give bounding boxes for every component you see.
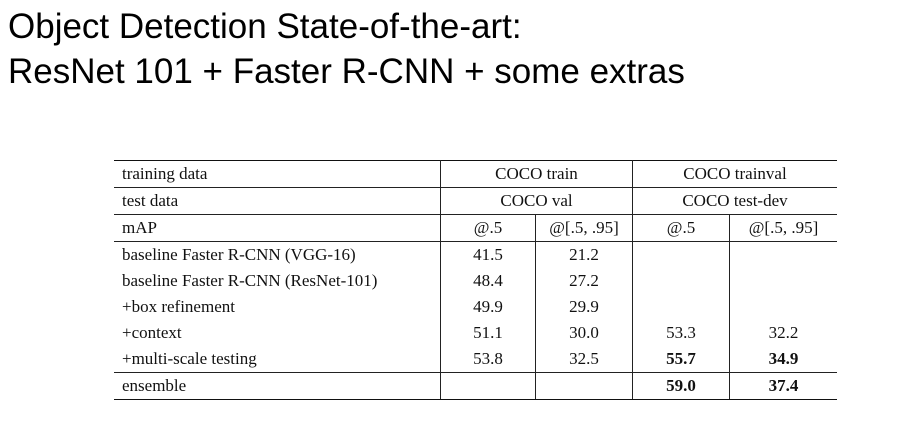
value-cell: 55.7 — [632, 346, 730, 373]
test-data-label: test data — [114, 187, 441, 215]
table-row: +box refinement 49.9 29.9 — [114, 294, 837, 320]
value-cell — [440, 372, 536, 400]
table-row: baseline Faster R-CNN (ResNet-101) 48.4 … — [114, 268, 837, 294]
slide-title: Object Detection State-of-the-art: ResNe… — [8, 4, 685, 94]
value-cell: 34.9 — [768, 349, 799, 368]
value-cell: 27.2 — [535, 268, 633, 294]
metric-row: mAP @.5 @[.5, .95] @.5 @[.5, .95] — [114, 214, 837, 242]
slide-title-line-2: ResNet 101 + Faster R-CNN + some extras — [8, 52, 685, 91]
value-cell — [632, 241, 730, 268]
value-cell — [632, 294, 730, 320]
test-data-coco-val: COCO val — [440, 187, 633, 215]
value-cell: 51.1 — [440, 320, 536, 346]
metric-val-ap: @[.5, .95] — [535, 214, 633, 242]
table-row: +multi-scale testing 53.8 32.5 55.7 34.9 — [114, 346, 837, 373]
value-cell: 30.0 — [535, 320, 633, 346]
training-data-coco-trainval: COCO trainval — [632, 160, 837, 188]
value-cell — [730, 294, 838, 320]
value-cell: 59.0 — [632, 372, 730, 400]
method-name: ensemble — [114, 372, 441, 400]
value-cell: 37.4 — [729, 372, 837, 400]
ensemble-row: ensemble 59.0 37.4 — [114, 372, 837, 400]
metric-test-ap: @[.5, .95] — [729, 214, 837, 242]
results-table: training data COCO train COCO trainval t… — [114, 160, 837, 400]
training-data-label: training data — [114, 160, 441, 188]
value-cell: 53.8 — [440, 346, 536, 373]
method-name: +box refinement — [114, 294, 441, 320]
test-data-coco-test-dev: COCO test-dev — [632, 187, 837, 215]
value-cell: 53.3 — [632, 320, 730, 346]
value-cell: 32.2 — [768, 323, 799, 342]
method-name: +context — [114, 320, 441, 346]
table-row: baseline Faster R-CNN (VGG-16) 41.5 21.2 — [114, 241, 837, 268]
method-name: baseline Faster R-CNN (VGG-16) — [114, 241, 441, 268]
value-cell — [729, 241, 837, 268]
value-cell: 49.9 — [440, 294, 536, 320]
value-cell: 21.2 — [535, 241, 633, 268]
slide-title-line-1: Object Detection State-of-the-art: — [8, 7, 522, 46]
method-name: +multi-scale testing — [114, 346, 441, 373]
value-cell: 41.5 — [440, 241, 536, 268]
value-cell: 48.4 — [440, 268, 536, 294]
test-data-row: test data COCO val COCO test-dev — [114, 187, 837, 215]
metric-label: mAP — [114, 214, 441, 242]
value-cell — [535, 372, 633, 400]
method-name: baseline Faster R-CNN (ResNet-101) — [114, 268, 441, 294]
training-data-row: training data COCO train COCO trainval — [114, 160, 837, 188]
training-data-coco-train: COCO train — [440, 160, 633, 188]
metric-test-ap50: @.5 — [632, 214, 730, 242]
value-cell: 29.9 — [535, 294, 633, 320]
table-row: +context 51.1 30.0 53.3 32.2 — [114, 320, 837, 346]
metric-val-ap50: @.5 — [440, 214, 536, 242]
value-cell — [730, 268, 838, 294]
value-cell: 32.5 — [535, 346, 633, 373]
value-cell — [632, 268, 730, 294]
